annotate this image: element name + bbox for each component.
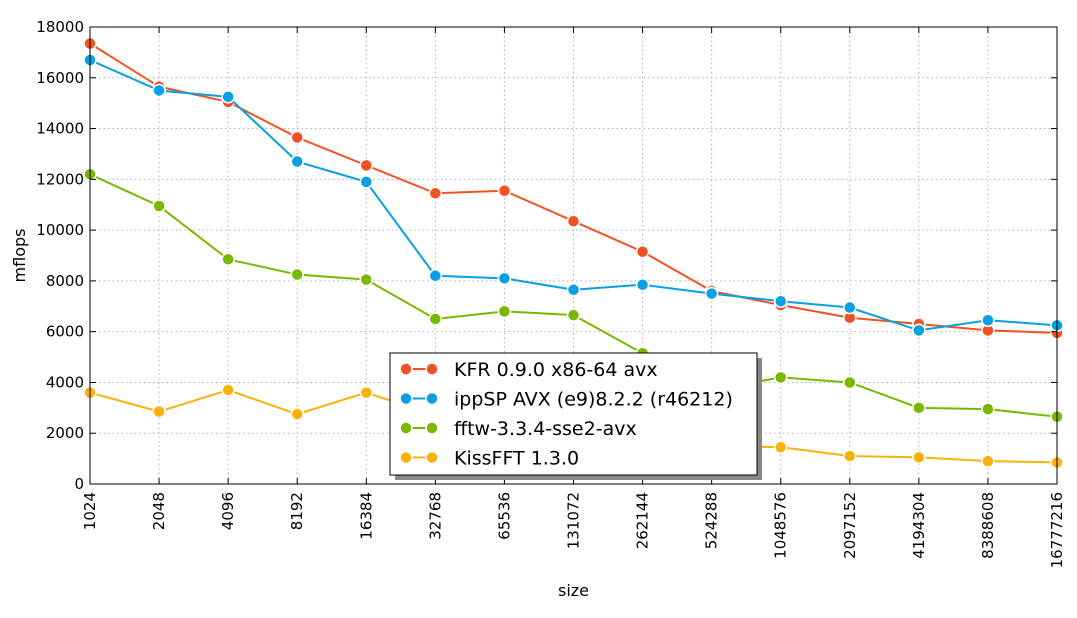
y-axis-label: mflops — [10, 229, 29, 283]
legend-marker — [399, 421, 413, 435]
data-point — [912, 450, 926, 465]
data-point — [497, 271, 512, 286]
axis-ticks: 0 2000 4000 6000 8000 10000 12000 14000 16000 180… — [36, 18, 1066, 568]
data-point — [773, 294, 788, 308]
data-point — [704, 286, 719, 301]
data-point — [912, 323, 926, 338]
data-point — [428, 269, 443, 283]
x-tick-label: 131072 — [565, 492, 583, 549]
x-tick-label: 8388608 — [979, 492, 997, 559]
legend-label: ippSP AVX (e9)8.2.2 (r46212) — [454, 389, 733, 411]
data-point — [221, 90, 235, 104]
data-point — [152, 83, 166, 98]
data-point — [359, 272, 374, 287]
legend-box — [389, 352, 758, 476]
x-tick-label: 8192 — [288, 492, 306, 530]
legend-label: KFR 0.9.0 x86-64 avx — [454, 359, 658, 381]
data-point — [981, 313, 995, 327]
x-tick-label: 1048576 — [772, 492, 790, 559]
data-point — [359, 158, 374, 173]
data-point — [773, 440, 788, 454]
y-tick-label: 18000 — [36, 18, 84, 36]
data-point — [981, 454, 995, 468]
legend-marker — [399, 450, 413, 465]
data-point — [635, 277, 650, 292]
x-tick-label: 2097152 — [841, 492, 859, 559]
y-tick-label: 12000 — [36, 170, 84, 188]
data-point — [152, 199, 166, 213]
data-point — [428, 186, 443, 201]
x-tick-label: 16777216 — [1048, 492, 1066, 568]
data-point — [635, 244, 650, 259]
x-tick-label: 4096 — [219, 492, 237, 530]
y-tick-label: 2000 — [46, 424, 84, 442]
x-tick-label: 262144 — [634, 492, 652, 549]
data-point — [566, 214, 581, 228]
data-point — [773, 370, 788, 385]
series-2 — [83, 53, 1064, 338]
legend: KFR 0.9.0 x86-64 avx ippSP AVX (e9)8.2.2 … — [389, 352, 762, 480]
data-point — [359, 385, 374, 400]
x-tick-label: 65536 — [495, 492, 513, 540]
y-tick-label: 8000 — [46, 272, 84, 290]
legend-marker — [399, 362, 413, 376]
data-point — [912, 401, 926, 415]
data-point — [843, 449, 857, 463]
x-axis-label: size — [558, 581, 589, 600]
x-tick-label: 1024 — [81, 492, 99, 530]
data-point — [566, 283, 581, 297]
y-tick-label: 0 — [74, 475, 84, 493]
data-point — [290, 407, 304, 421]
x-tick-label: 2048 — [150, 492, 168, 530]
y-tick-label: 14000 — [36, 120, 84, 138]
legend-label: fftw-3.3.4-sse2-avx — [454, 418, 637, 440]
data-point — [981, 402, 995, 416]
x-tick-label: 4194304 — [910, 492, 928, 559]
y-tick-label: 6000 — [46, 323, 84, 341]
data-point — [152, 404, 166, 419]
data-point — [359, 175, 374, 189]
data-point — [497, 184, 512, 198]
legend-marker — [425, 391, 439, 406]
x-tick-label: 16384 — [357, 492, 375, 540]
y-tick-label: 4000 — [46, 373, 84, 391]
data-point — [221, 383, 235, 397]
x-tick-label: 32768 — [426, 492, 444, 540]
legend-marker — [425, 421, 439, 435]
data-point — [843, 300, 857, 315]
data-point — [566, 308, 581, 322]
data-point — [290, 267, 304, 282]
y-tick-label: 10000 — [36, 221, 84, 239]
data-point — [290, 130, 304, 145]
data-point — [497, 304, 512, 319]
legend-label: KissFFT 1.3.0 — [454, 448, 579, 470]
legend-marker — [399, 391, 413, 406]
data-point — [221, 252, 235, 267]
data-point — [290, 154, 304, 169]
y-tick-label: 16000 — [36, 69, 84, 87]
x-tick-label: 524288 — [703, 492, 721, 549]
data-point — [843, 375, 857, 390]
data-point — [428, 312, 443, 326]
legend-marker — [425, 450, 439, 465]
legend-marker — [425, 362, 439, 376]
